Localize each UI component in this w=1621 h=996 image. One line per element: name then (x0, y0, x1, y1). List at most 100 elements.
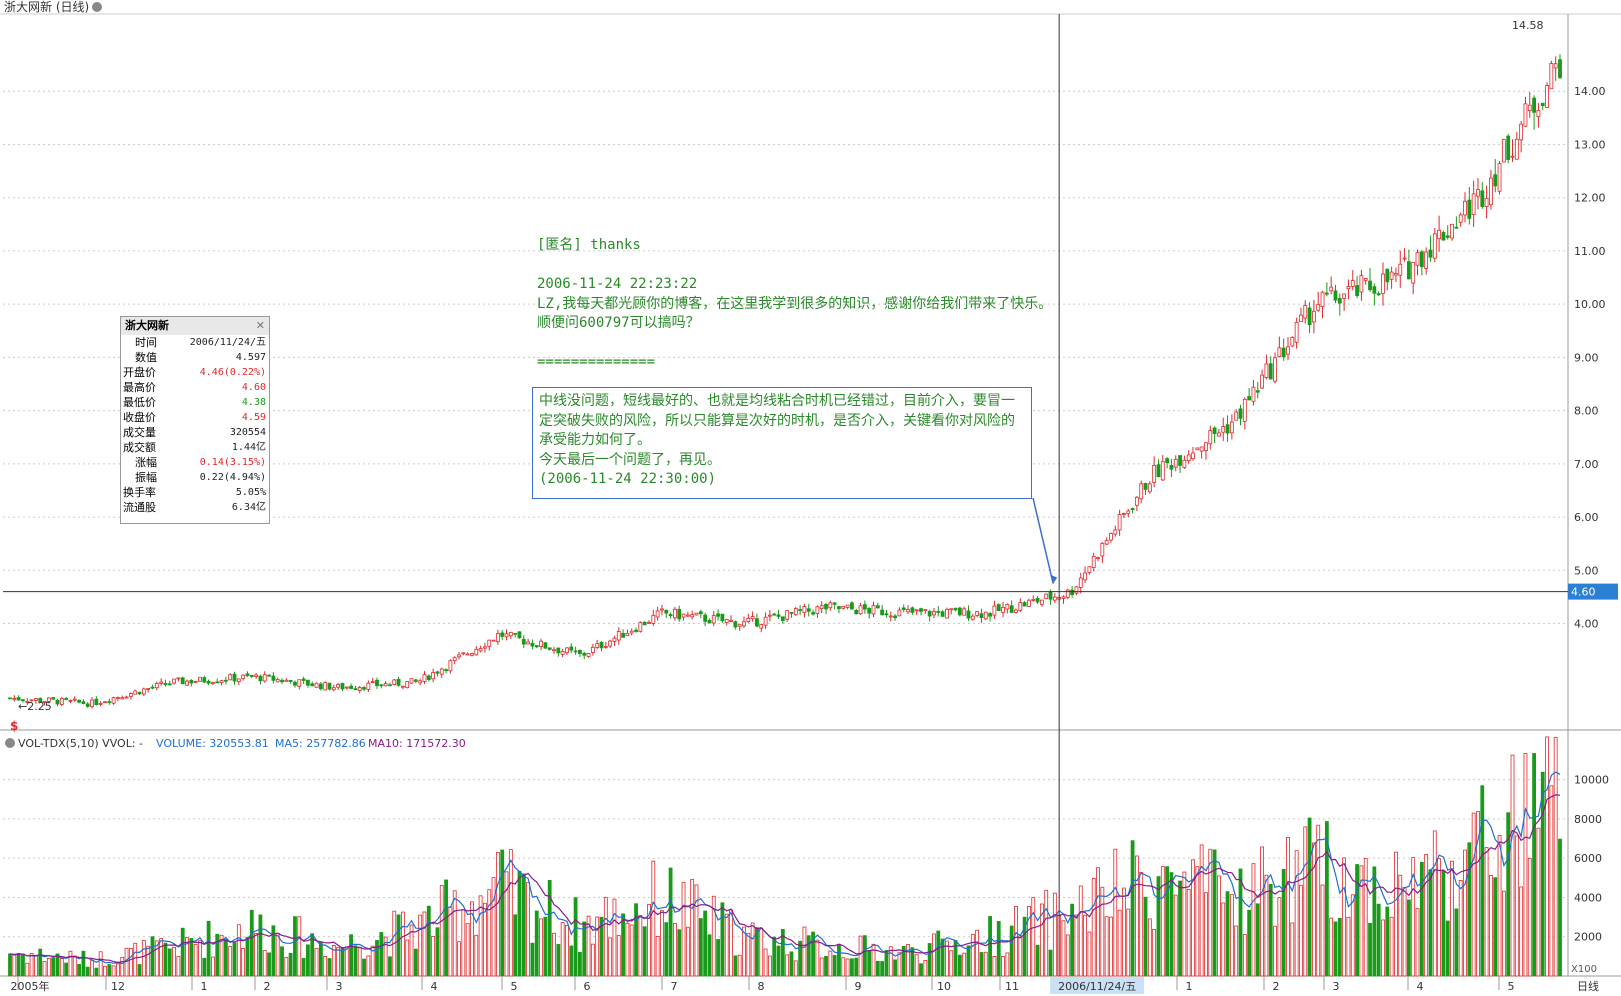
x-tick-label: 5 (1508, 980, 1515, 993)
candle-body (1527, 104, 1532, 112)
volume-bar (1549, 785, 1554, 977)
candle-body (767, 614, 772, 617)
volume-bar (1432, 830, 1437, 977)
candle-body (1381, 273, 1385, 294)
volume-bar (25, 962, 30, 977)
volume-bar (1540, 771, 1545, 977)
volume-bar (383, 936, 388, 977)
candle-body (206, 680, 211, 684)
candle-body (1428, 249, 1433, 258)
volume-bar (552, 932, 556, 977)
candle-body (970, 615, 975, 620)
low-marker: ←2.25 (18, 700, 52, 713)
volume-bar (245, 936, 250, 977)
comment-author: [匿名] thanks (537, 237, 641, 253)
volume-bar (1337, 917, 1342, 977)
candle-body (1165, 458, 1170, 464)
candle-body (439, 668, 444, 675)
candle-body (1061, 596, 1066, 599)
volume-bar (957, 954, 962, 977)
volume-bar (409, 924, 414, 977)
candle-body (983, 611, 988, 620)
x-tick-label: 4 (431, 980, 438, 993)
candle-body (556, 647, 561, 654)
candle-body (344, 686, 349, 689)
volume-bar (962, 952, 967, 977)
volume-bar (141, 940, 146, 977)
comment-divider: ============== (537, 354, 656, 370)
volume-bar (763, 948, 768, 977)
volume-bar (327, 958, 332, 977)
candle-body (698, 611, 703, 615)
candle-body (1493, 174, 1498, 187)
data-window-row: 数值 4.597 (121, 350, 269, 365)
volume-bar (776, 945, 781, 977)
candle-body (992, 605, 997, 616)
data-window-row: 振幅 0.22(4.94%) (121, 470, 269, 485)
ma10-label: MA10: 171572.30 (368, 737, 466, 750)
volume-bar (448, 906, 453, 977)
candle-body (314, 682, 319, 688)
volume-bar (582, 921, 587, 977)
volume-bar (103, 965, 107, 977)
candle-body (508, 631, 513, 637)
volume-bar (465, 923, 470, 977)
candle-body (1204, 442, 1208, 451)
volume-bar (1273, 925, 1277, 977)
volume-bar (491, 877, 496, 977)
candle-body (1251, 386, 1256, 402)
close-icon[interactable]: ✕ (255, 319, 265, 332)
volume-bar (992, 956, 997, 977)
volume-bar (1255, 903, 1260, 977)
candle-body (370, 681, 375, 683)
price-tick-label: 14.00 (1574, 85, 1606, 98)
candle-body (185, 680, 189, 686)
candle-body (55, 699, 60, 705)
volume-bar (504, 871, 509, 977)
data-window-value: 0.14(3.15%) (199, 457, 266, 468)
volume-bar (966, 945, 971, 977)
volume-bar (888, 946, 893, 977)
candle-body (357, 687, 362, 692)
candle-body (543, 642, 548, 649)
candle-body (1385, 268, 1390, 283)
volume-bar (988, 916, 992, 977)
volume-bar (1506, 812, 1511, 977)
volume-bar (1091, 878, 1096, 977)
volume-bar (1005, 952, 1010, 977)
candle-body (940, 611, 945, 617)
candle-body (128, 693, 133, 697)
volume-bar (625, 922, 630, 977)
candle-body (258, 675, 263, 682)
volume-bar (707, 934, 712, 977)
candle-body (366, 682, 371, 690)
candle-body (530, 642, 535, 647)
volume-bar (534, 910, 539, 977)
volume-bar (772, 936, 777, 977)
candle-body (400, 685, 405, 688)
volume-bar (128, 947, 133, 977)
volume-bar (793, 960, 798, 977)
blog-comment: [匿名] thanks 2006-11-24 22:23:22 LZ,我每天都光… (537, 236, 1052, 373)
candle-body (539, 640, 543, 647)
data-window-key: 振幅 (135, 471, 157, 484)
candle-body (72, 698, 77, 701)
volume-bar (288, 952, 293, 977)
volume-bar (1307, 817, 1312, 977)
candle-body (1480, 190, 1485, 207)
candle-body (906, 609, 910, 613)
volume-bar (724, 913, 729, 977)
volume-bar (405, 939, 410, 977)
candle-body (720, 613, 725, 621)
volume-bar (55, 953, 60, 977)
data-window-key: 时间 (135, 336, 157, 349)
volume-bar (81, 950, 86, 977)
candle-body (1476, 189, 1480, 197)
volume-bar (107, 964, 112, 977)
candle-body (1260, 374, 1264, 389)
candle-body (245, 673, 250, 676)
candle-body (1078, 577, 1083, 588)
ma10-line (9, 794, 1561, 964)
candle-body (742, 621, 746, 627)
candle-body (996, 604, 1001, 612)
